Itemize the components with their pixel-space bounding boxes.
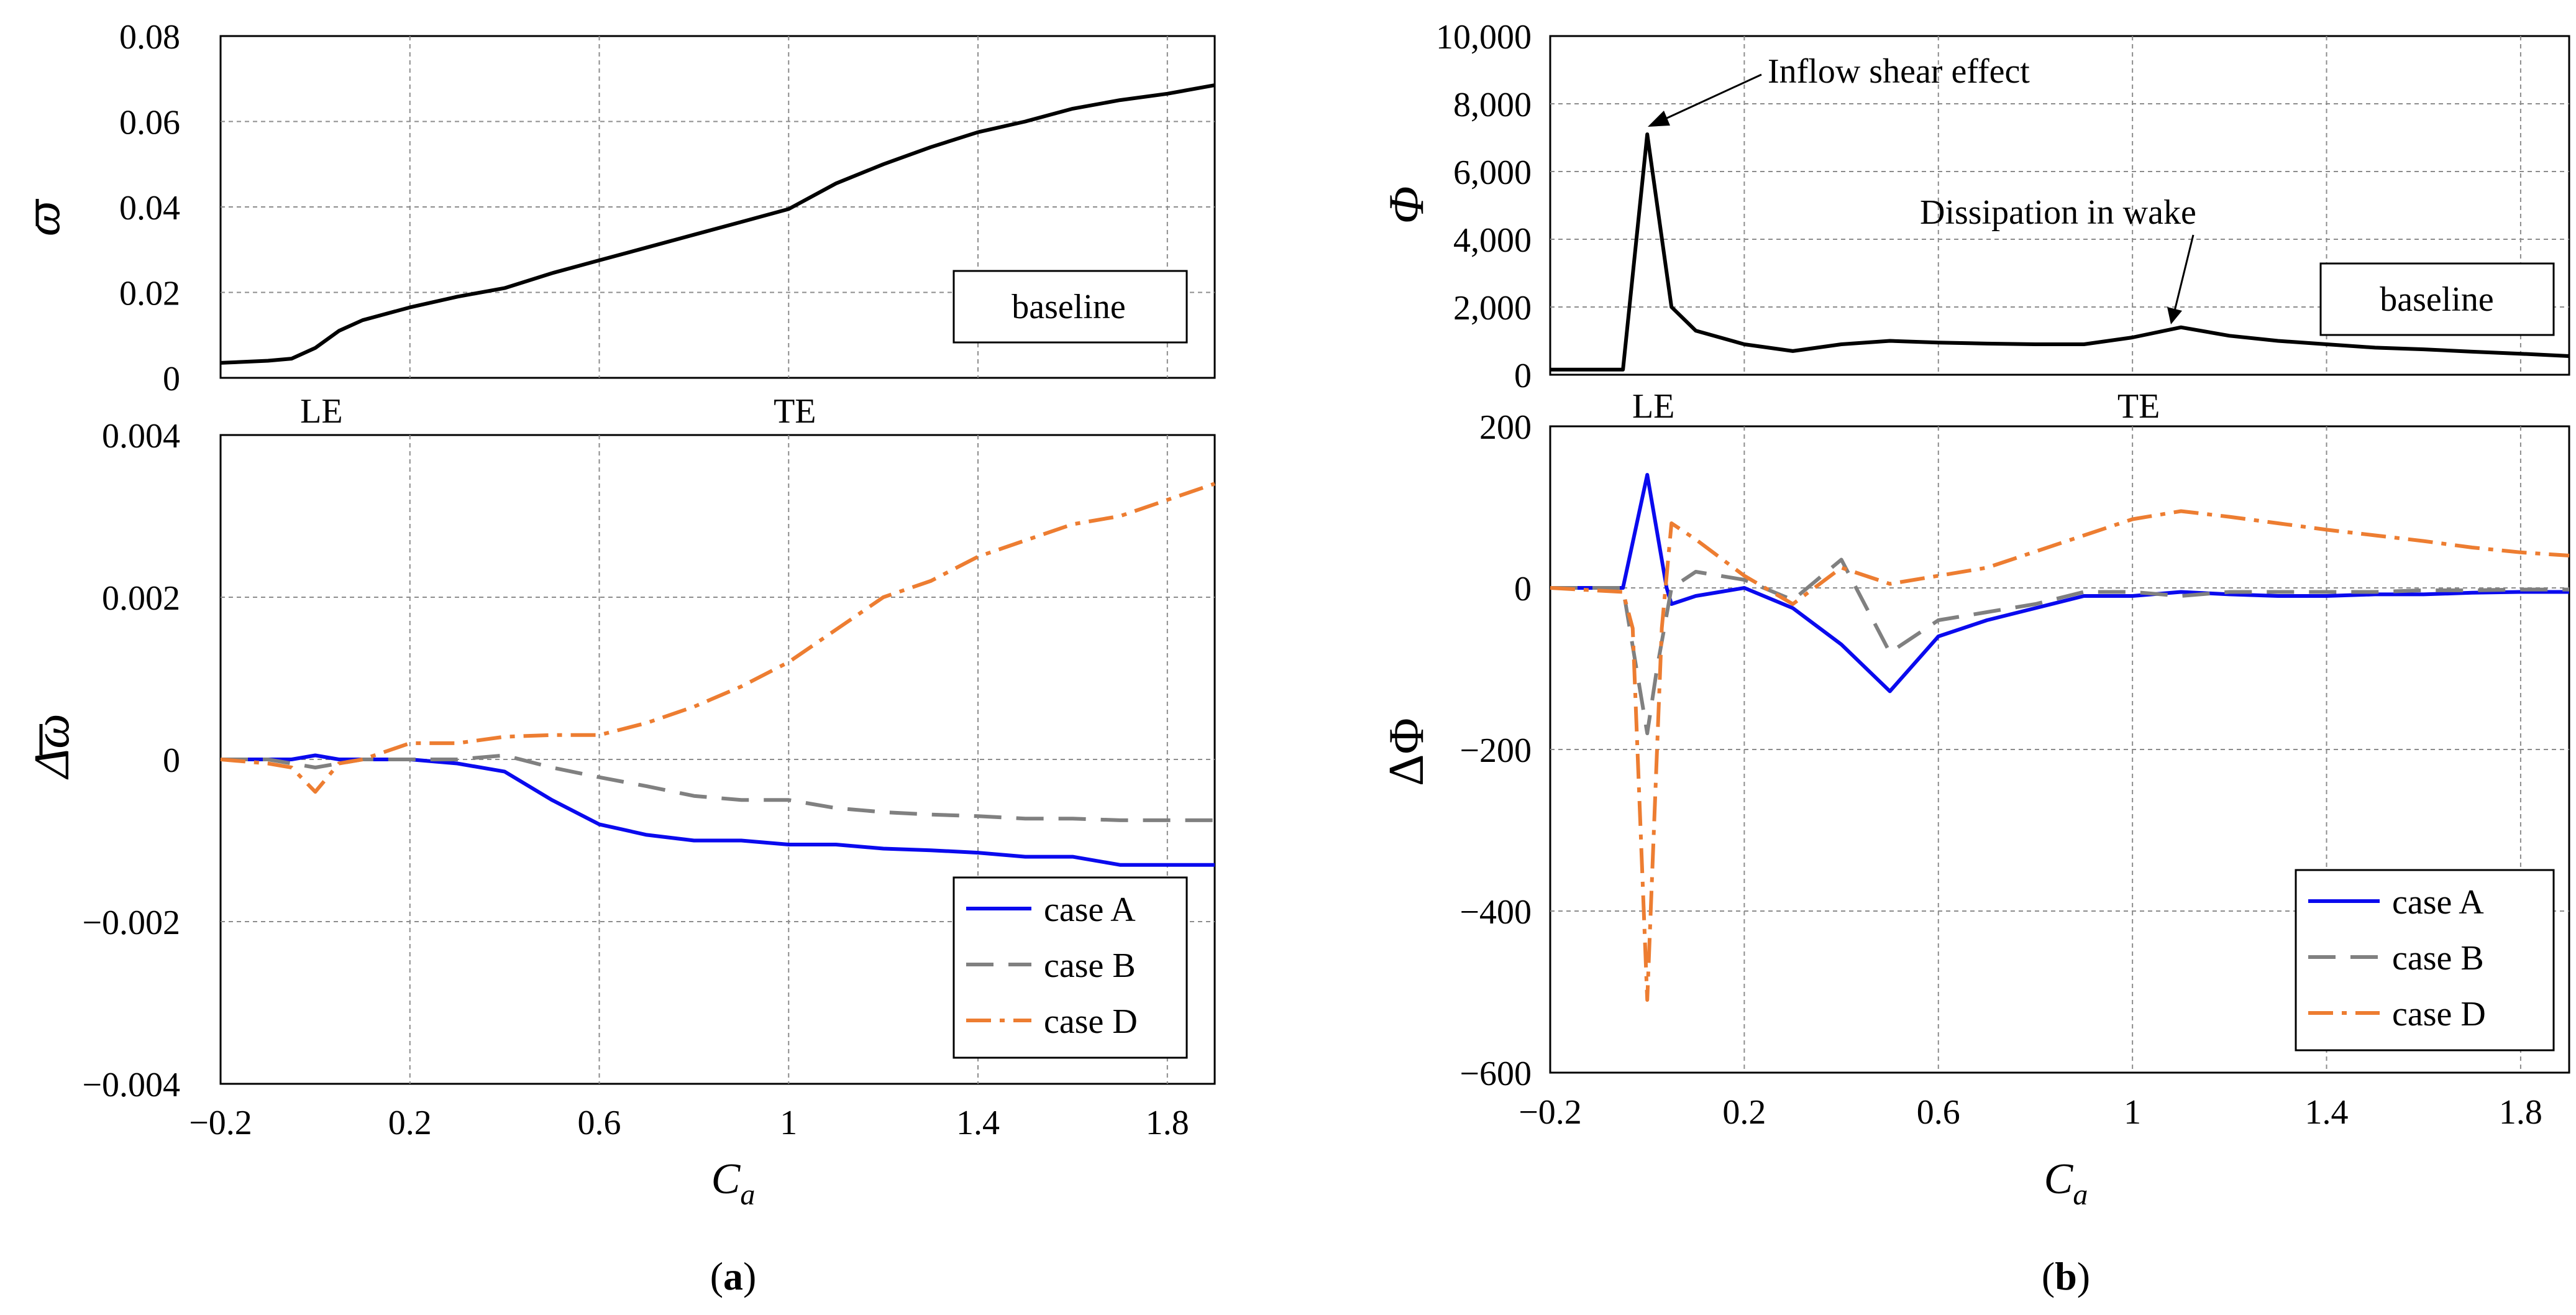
marker-label-le: LE bbox=[300, 392, 342, 431]
legend-label-baseline: baseline bbox=[1012, 288, 1125, 326]
x-tick-label: 1.4 bbox=[2305, 1093, 2349, 1132]
y-tick-label: 6,000 bbox=[1453, 153, 1532, 192]
y-tick-label: 0.06 bbox=[119, 104, 180, 142]
y-axis-label: ΔΦ bbox=[1379, 718, 1434, 786]
y-tick-label: 0.04 bbox=[119, 189, 180, 227]
x-tick-label: 1.8 bbox=[2499, 1093, 2542, 1132]
y-axis-label: Δω bbox=[25, 713, 80, 779]
x-tick-label: 1 bbox=[780, 1104, 797, 1142]
y-tick-label: 8,000 bbox=[1453, 86, 1532, 124]
y-tick-label: 0.004 bbox=[102, 417, 180, 456]
series-line-baseline bbox=[220, 83, 1215, 365]
x-axis-label: Ca bbox=[711, 1155, 756, 1211]
legend-label-case-a: case A bbox=[2392, 883, 2484, 922]
y-axis-label: ω bbox=[16, 201, 70, 236]
x-tick-label: 0.6 bbox=[578, 1104, 621, 1142]
legend-label-case-b: case B bbox=[1044, 946, 1136, 985]
x-tick-label: 0.2 bbox=[1722, 1093, 1766, 1132]
panel-a-bottom-chart: −0.004 −0.002 0 0.002 0.004 −0.2 0.2 0.6 1 1.4 1.… bbox=[25, 417, 1216, 1211]
y-tick-label: −200 bbox=[1459, 731, 1532, 770]
panel-b-bottom-chart: −600 −400 −200 0 200 −0.2 0.2 0.6 1 1.4 1.8 ΔΦ Ca… bbox=[1379, 408, 2570, 1211]
y-tick-label: 0.02 bbox=[119, 275, 180, 313]
series-line-case-a bbox=[221, 753, 1215, 867]
y-axis-label: Φ bbox=[1379, 186, 1434, 224]
legend-label-case-d: case D bbox=[1044, 1002, 1138, 1041]
y-tick-label: 4,000 bbox=[1453, 221, 1532, 260]
annotation-inflow-shear: Inflow shear effect bbox=[1768, 52, 2030, 91]
marker-label-le: LE bbox=[1632, 387, 1674, 426]
series-line-case-b bbox=[1550, 557, 2569, 735]
legend-label-case-a: case A bbox=[1044, 891, 1136, 929]
marker-label-te: TE bbox=[2117, 387, 2160, 426]
legend-box bbox=[2319, 262, 2555, 336]
legend-label-baseline: baseline bbox=[2380, 280, 2493, 319]
panel-label-b: (b) bbox=[2042, 1254, 2090, 1298]
y-tick-label: −600 bbox=[1459, 1055, 1532, 1093]
y-tick-label: 0.002 bbox=[102, 579, 180, 618]
y-tick-label: −0.004 bbox=[82, 1066, 180, 1104]
legend-box bbox=[952, 876, 1188, 1059]
y-tick-label: −0.002 bbox=[82, 904, 180, 942]
legend-label-case-d: case D bbox=[2392, 995, 2486, 1033]
y-tick-label: 0 bbox=[163, 741, 180, 780]
x-tick-label: 1.4 bbox=[956, 1104, 1000, 1142]
y-tick-label: 0 bbox=[1514, 570, 1532, 608]
annotation-arrow bbox=[1660, 73, 1762, 122]
arrow-head bbox=[1648, 111, 1670, 127]
panel-b-top-chart: 0 2,000 4,000 6,000 8,000 10,000 LE TE Φ basel… bbox=[1379, 18, 2570, 426]
y-tick-label: 0 bbox=[163, 360, 180, 398]
x-tick-label: 0.2 bbox=[388, 1104, 432, 1142]
legend-box bbox=[952, 270, 1188, 344]
arrow-head bbox=[2167, 307, 2182, 324]
x-tick-label: 1.8 bbox=[1146, 1104, 1189, 1142]
x-tick-label: 1 bbox=[2124, 1093, 2141, 1132]
y-tick-label: 0 bbox=[1514, 357, 1532, 395]
legend-label-case-b: case B bbox=[2392, 939, 2484, 978]
y-tick-label: 200 bbox=[1479, 408, 1532, 447]
series-line-case-a bbox=[1550, 473, 2569, 694]
panel-a-top-chart: 0 0.02 0.04 0.06 0.08 LE TE ω baseline bbox=[16, 18, 1216, 431]
annotation-arrow bbox=[2173, 234, 2195, 311]
series-line-baseline bbox=[1550, 132, 2570, 372]
plot-frame bbox=[1549, 35, 2570, 376]
series-line-case-b bbox=[221, 753, 1215, 822]
x-axis-label: Ca bbox=[2044, 1155, 2088, 1211]
x-tick-label: −0.2 bbox=[1519, 1093, 1582, 1132]
marker-label-te: TE bbox=[774, 392, 816, 431]
series-line-case-d bbox=[1550, 509, 2570, 1002]
panel-label-a: (a) bbox=[710, 1254, 757, 1298]
x-tick-label: −0.2 bbox=[189, 1104, 252, 1142]
annotation-dissipation: Dissipation in wake bbox=[1920, 193, 2196, 232]
y-tick-label: −400 bbox=[1459, 893, 1532, 932]
y-tick-label: 0.08 bbox=[119, 18, 180, 57]
series-line-case-d bbox=[220, 482, 1215, 794]
y-tick-label: 10,000 bbox=[1436, 18, 1532, 57]
x-tick-label: 0.6 bbox=[1917, 1093, 1960, 1132]
y-tick-label: 2,000 bbox=[1453, 289, 1532, 328]
